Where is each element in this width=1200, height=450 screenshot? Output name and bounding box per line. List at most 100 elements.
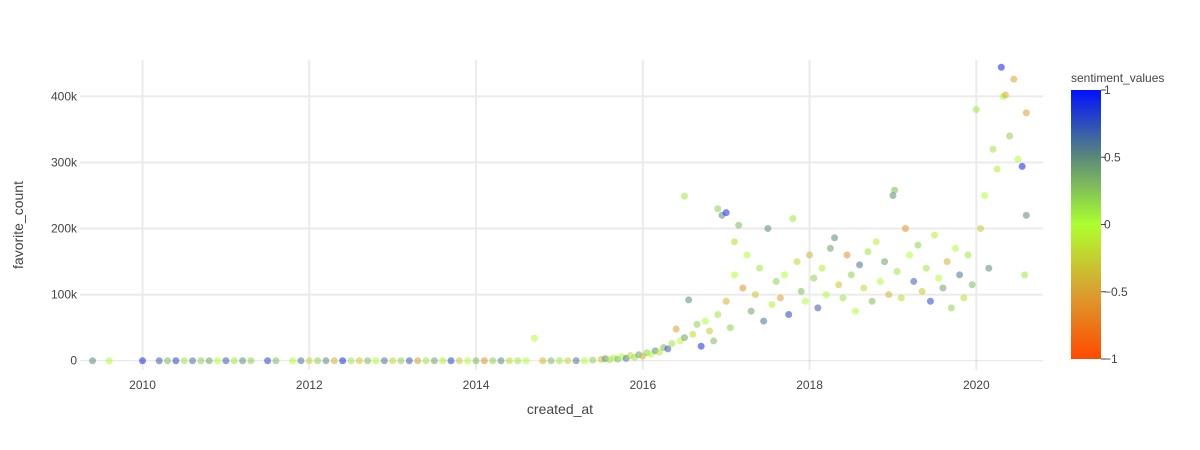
scatter-point-122 [864,248,872,256]
scatter-point-47 [539,357,547,365]
y-tick-label-400k: 400k [51,89,78,103]
scatter-point-164 [1021,271,1029,279]
scatter-point-44 [514,357,522,365]
scatter-point-18 [297,357,305,365]
scatter-point-42 [497,357,505,365]
x-tick-label-2016: 2016 [629,378,656,392]
scatter-point-41 [489,357,497,365]
scatter-point-116 [839,294,847,302]
scatter-point-129 [891,186,899,194]
scatter-point-80 [701,317,709,325]
x-tick-label-2020: 2020 [963,378,990,392]
scatter-point-145 [956,271,964,279]
scatter-point-136 [918,287,926,295]
y-axis-title: favorite_count [10,181,26,269]
scatter-point-88 [726,324,734,332]
scatter-point-142 [943,258,951,266]
x-tick-label-2012: 2012 [296,378,323,392]
scatter-point-155 [997,63,1005,71]
scatter-point-74 [680,192,688,200]
scatter-point-81 [705,327,713,335]
scatter-point-90 [731,238,739,246]
scatter-point-29 [389,357,397,365]
scatter-point-72 [672,325,680,333]
scatter-point-149 [972,106,980,114]
scatter-point-68 [655,348,663,356]
scatter-point-137 [922,264,930,272]
scatter-point-11 [222,357,230,365]
scatter-point-4 [164,357,172,365]
scatter-point-126 [881,258,889,266]
scatter-point-75 [680,334,688,342]
scatter-point-28 [380,357,388,365]
x-axis-title: created_at [527,401,593,417]
scatter-point-130 [893,268,901,276]
scatter-point-144 [951,244,959,252]
scatter-point-108 [806,251,814,259]
scatter-point-35 [439,357,447,365]
scatter-point-13 [239,357,247,365]
scatter-point-7 [189,357,197,365]
scatter-point-24 [347,357,355,365]
scatter-point-106 [797,287,805,295]
scatter-point-76 [685,296,693,304]
scatter-point-121 [860,284,868,292]
scatter-point-45 [522,357,530,365]
scatter-point-83 [714,205,722,213]
y-tick-label-100k: 100k [51,288,78,302]
colorbar: sentiment_values 1 0.5 0 −0.5 −1 [1071,71,1164,366]
scatter-point-17 [289,357,297,365]
scatter-point-32 [414,357,422,365]
scatter-point-112 [822,291,830,299]
scatter-point-93 [743,251,751,259]
y-tick-label-0: 0 [70,354,77,368]
scatter-point-22 [330,357,338,365]
scatter-point-50 [564,357,572,365]
scatter-point-163 [1022,211,1030,219]
scatter-point-111 [818,264,826,272]
scatter-point-30 [397,357,405,365]
scatter-point-78 [693,320,701,328]
scatter-point-114 [831,234,839,242]
scatter-point-91 [735,221,743,229]
scatter-point-161 [1018,162,1026,170]
scatter-point-128 [889,192,897,200]
scatter-point-102 [781,271,789,279]
scatter-point-97 [760,317,768,325]
scatter-point-36 [447,357,455,365]
scatter-point-51 [572,357,580,365]
scatter-points [89,63,1030,365]
scatter-point-21 [322,357,330,365]
scatter-point-37 [455,357,463,365]
scatter-point-160 [1014,155,1022,163]
scatter-point-117 [843,251,851,259]
scatter-point-34 [430,357,438,365]
scatter-point-25 [355,357,363,365]
scatter-point-107 [801,297,809,305]
scatter-point-135 [914,241,922,249]
scatter-point-92 [739,284,747,292]
scatter-point-38 [464,357,472,365]
scatter-point-31 [405,357,413,365]
scatter-point-16 [272,357,280,365]
colorbar-tick-label-3: −0.5 [1104,285,1128,299]
scatter-point-26 [364,357,372,365]
scatter-point-2 [139,357,147,365]
scatter-point-120 [856,261,864,269]
colorbar-ticks: 1 0.5 0 −0.5 −1 [1101,83,1128,366]
y-tick-label-300k: 300k [51,155,78,169]
scatter-point-159 [1010,75,1018,83]
scatter-point-113 [826,244,834,252]
scatter-point-158 [1006,132,1014,140]
x-axis-ticks: 2010 2012 2014 2016 2018 2020 [129,378,990,392]
scatter-point-89 [731,271,739,279]
scatter-point-100 [772,277,780,285]
scatter-point-98 [764,225,772,233]
scatter-point-125 [876,277,884,285]
scatter-point-86 [722,297,730,305]
scatter-point-138 [926,297,934,305]
scatter-point-6 [180,357,188,365]
x-tick-label-2010: 2010 [129,378,156,392]
scatter-point-99 [768,301,776,309]
scatter-point-95 [751,291,759,299]
